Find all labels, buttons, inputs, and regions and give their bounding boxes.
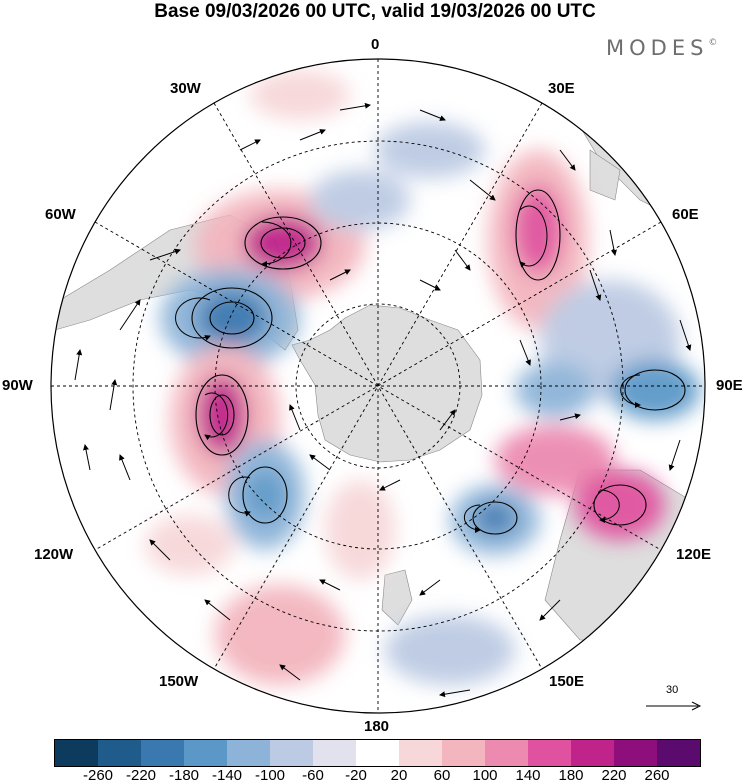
lon-label-0: 0	[371, 36, 380, 53]
wind-vectors	[74, 102, 692, 698]
modes-logo: MODES©	[606, 36, 717, 60]
colorbar-cell	[270, 740, 313, 766]
colorbar-cell	[442, 740, 485, 766]
anomaly-neg-115w-core	[245, 470, 285, 520]
colorbar-cell	[614, 740, 657, 766]
colorbar	[54, 739, 701, 767]
colorbar-tick-label: -140	[211, 767, 243, 784]
colorbar-cell	[657, 740, 700, 766]
colorbar-tick-label: -220	[125, 767, 157, 784]
lon-label-150w: 150W	[159, 673, 199, 690]
lon-label-120w: 120W	[34, 546, 74, 563]
polar-map	[50, 58, 706, 714]
colorbar-tick-label: 140	[515, 767, 541, 784]
colorbar-ticks: -260 -220 -180 -140 -100 -60 -20 20 60 100 140 180 2…	[0, 767, 750, 784]
colorbar-tick-label: 220	[601, 767, 627, 784]
lon-label-60w: 60W	[45, 206, 76, 223]
anomaly-neg-130e-core	[475, 502, 515, 534]
anomaly-neg-160e	[385, 615, 515, 685]
colorbar-tick-label: -260	[82, 767, 114, 784]
antarctica	[291, 304, 483, 463]
colorbar-tick-label: 100	[472, 767, 498, 784]
anomaly-pos-110e	[495, 425, 615, 495]
lon-label-90e: 90E	[716, 377, 743, 394]
colorbar-cell	[528, 740, 571, 766]
anomaly-pos-170e	[325, 480, 395, 580]
anomaly-pos-95w-core	[197, 375, 247, 455]
colorbar-cell	[227, 740, 270, 766]
lon-label-90w: 90W	[2, 377, 33, 394]
colorbar-tick-label: -20	[345, 767, 367, 784]
anomaly-pos-10w	[250, 70, 350, 120]
new-zealand	[381, 569, 413, 626]
colorbar-tick-label: 60	[433, 767, 451, 784]
colorbar-cell	[485, 740, 528, 766]
anomaly-neg-90e	[610, 360, 700, 420]
anomaly-neg-15w	[310, 170, 410, 230]
wind-reference-arrow	[646, 701, 702, 711]
anomaly-neg-80e	[515, 362, 595, 418]
anomaly-pos-60w-core	[243, 215, 323, 271]
colorbar-tick-label: 20	[390, 767, 408, 784]
colorbar-cell	[313, 740, 356, 766]
lon-label-30e: 30E	[548, 80, 575, 97]
wind-reference-value: 30	[666, 684, 679, 696]
colorbar-cell	[571, 740, 614, 766]
anomaly-pos-120e	[575, 470, 665, 540]
anomaly-shading	[145, 70, 700, 685]
anomaly-neg-75w-core	[197, 290, 267, 346]
chart-title: Base 09/03/2026 00 UTC, valid 19/03/2026…	[154, 1, 596, 22]
colorbar-tick-label: -180	[168, 767, 200, 784]
graticule	[51, 59, 705, 713]
colorbar-cell	[356, 740, 399, 766]
lon-label-120e: 120E	[676, 546, 712, 563]
lon-label-180: 180	[364, 718, 390, 735]
colorbar-tick-label: 260	[644, 767, 670, 784]
south-africa-tip	[589, 149, 621, 201]
map-border	[50, 58, 706, 714]
colorbar-tick-label: 180	[558, 767, 584, 784]
colorbar-cell	[141, 740, 184, 766]
brand-mark: ©	[708, 38, 718, 48]
anomaly-neg-10e	[375, 122, 485, 178]
brand-text: MODES	[606, 36, 709, 60]
colorbar-cell	[184, 740, 227, 766]
colorbar-tick-label: -60	[302, 767, 324, 784]
lon-label-30w: 30W	[170, 80, 201, 97]
anomaly-pos-140w	[145, 515, 235, 575]
lon-label-150e: 150E	[549, 673, 585, 690]
colorbar-cell	[98, 740, 141, 766]
anomaly-pos-150w	[215, 585, 345, 685]
colorbar-tick-label: -100	[254, 767, 286, 784]
lon-label-60e: 60E	[672, 206, 699, 223]
colorbar-cell	[399, 740, 442, 766]
colorbar-cell	[55, 740, 98, 766]
anomaly-pos-40e-core	[513, 185, 563, 275]
